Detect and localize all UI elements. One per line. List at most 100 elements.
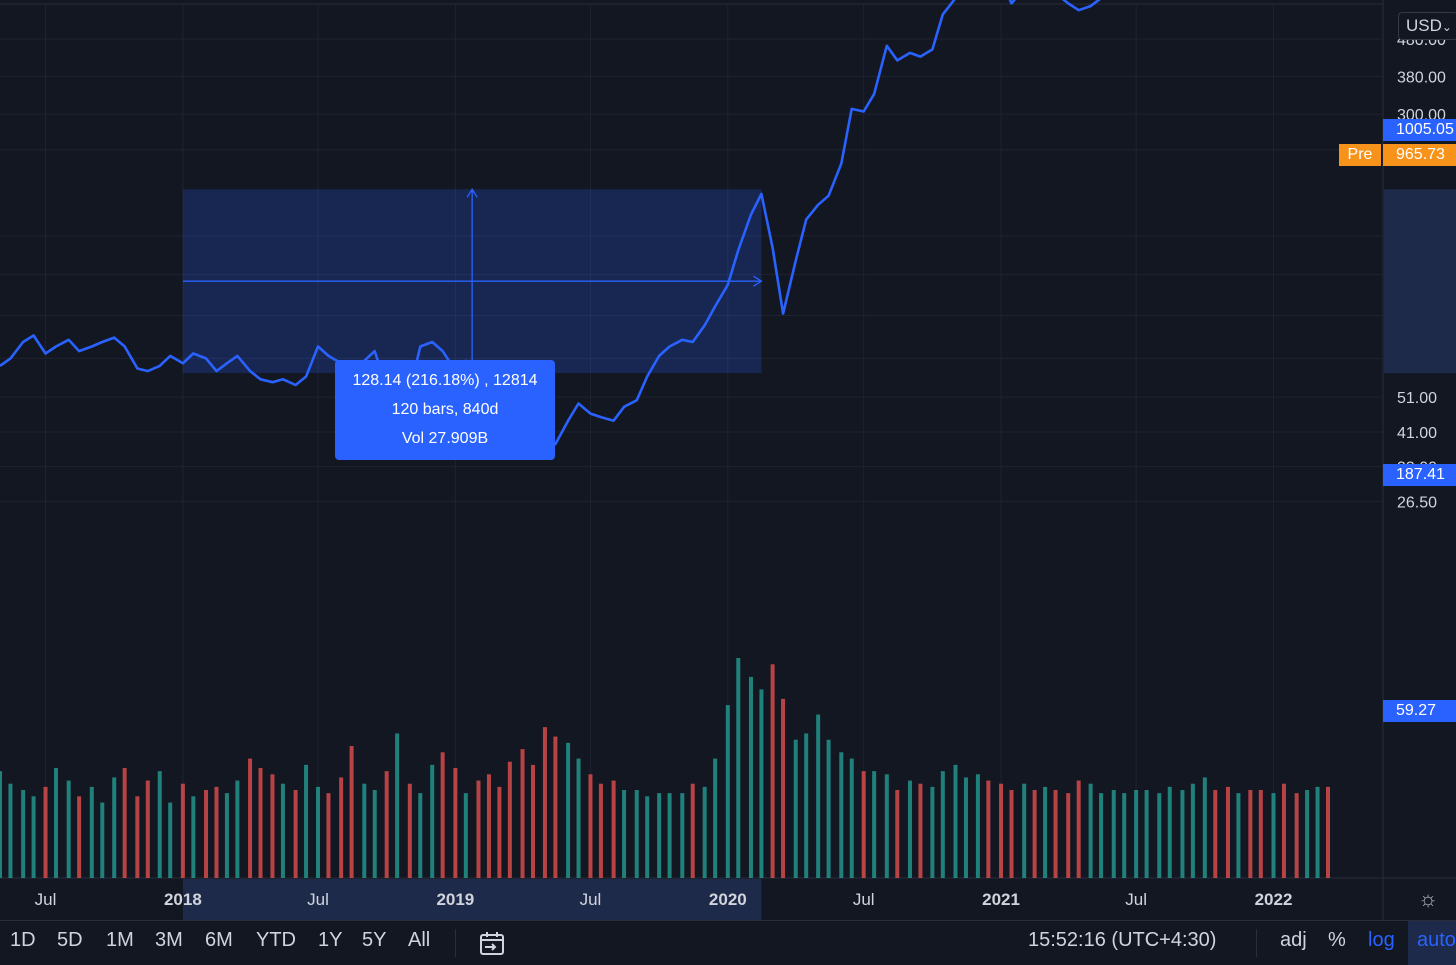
- measure-low-tag: 59.27: [1383, 700, 1456, 722]
- range-6m-button[interactable]: 6M: [205, 929, 233, 951]
- volume-bar: [690, 783, 695, 878]
- volume-bar: [598, 783, 603, 878]
- volume-bar: [986, 780, 991, 878]
- volume-bar: [1066, 793, 1071, 878]
- volume-bar: [645, 796, 650, 878]
- volume-bar: [1190, 783, 1195, 878]
- volume-bar: [1281, 783, 1286, 878]
- volume-bar: [839, 752, 844, 878]
- volume-bar: [157, 771, 162, 878]
- volume-bar: [999, 783, 1004, 878]
- volume-bar: [1032, 790, 1037, 878]
- volume-bar: [1248, 790, 1253, 878]
- volume-bar: [180, 783, 185, 878]
- range-3m-button[interactable]: 3M: [155, 929, 183, 951]
- price-chart[interactable]: 1800.001400.001100.00800.00640.00480.003…: [0, 0, 1456, 920]
- volume-bar: [770, 664, 775, 878]
- volume-bar: [430, 764, 435, 878]
- range-1y-button[interactable]: 1Y: [318, 929, 343, 951]
- price-axis-highlight: [1384, 189, 1456, 374]
- measure-bars: 120 bars, 840d: [391, 401, 499, 418]
- volume-bar: [407, 783, 412, 878]
- measure-high-tag: 187.41: [1383, 464, 1456, 486]
- volume-bar: [89, 786, 94, 878]
- adjust-toggle[interactable]: adj: [1280, 929, 1307, 951]
- volume-bar: [907, 780, 912, 878]
- volume-bar: [145, 780, 150, 878]
- volume-bar: [953, 764, 958, 878]
- last-price-tag: 1005.05: [1383, 119, 1456, 141]
- volume-bar: [667, 793, 672, 878]
- volume-bar: [553, 736, 558, 878]
- calendar-goto-icon[interactable]: [478, 931, 506, 957]
- measure-vertical-arrowhead: [466, 188, 478, 198]
- range-ytd-button[interactable]: YTD: [256, 929, 296, 951]
- volume-bar: [1271, 793, 1276, 878]
- volume-bar: [1294, 793, 1299, 878]
- auto-scale-toggle[interactable]: auto: [1408, 921, 1456, 965]
- measure-change: 128.14 (216.18%) , 12814: [352, 372, 538, 389]
- volume-bar: [1076, 780, 1081, 878]
- volume-bar: [8, 783, 13, 878]
- y-tick-label: 51.00: [1397, 390, 1437, 407]
- volume-bar: [713, 758, 718, 878]
- volume-bar: [895, 790, 900, 878]
- volume-bar: [1157, 793, 1162, 878]
- range-5d-button[interactable]: 5D: [57, 929, 83, 951]
- toolbar-divider: [455, 929, 456, 957]
- y-tick-label: 640.00: [1397, 0, 1446, 3]
- range-all-button[interactable]: All: [408, 929, 431, 951]
- range-5y-button[interactable]: 5Y: [362, 929, 387, 951]
- volume-bar: [702, 786, 707, 878]
- x-tick-label: Jul: [580, 890, 602, 909]
- volume-bar: [872, 771, 877, 878]
- volume-bar: [280, 783, 285, 878]
- volume-bar: [214, 786, 219, 878]
- volume-bar: [1053, 790, 1058, 878]
- measure-volume: Vol 27.909B: [401, 430, 489, 447]
- volume-bar: [112, 777, 117, 878]
- volume-bar: [793, 739, 798, 878]
- volume-bar: [680, 793, 685, 878]
- percent-toggle[interactable]: %: [1328, 929, 1346, 951]
- volume-bar: [861, 771, 866, 878]
- volume-bar: [530, 764, 535, 878]
- chart-area[interactable]: 1800.001400.001100.00800.00640.00480.003…: [0, 0, 1456, 920]
- clock-display: 15:52:16 (UTC+4:30): [1028, 929, 1217, 951]
- range-1m-button[interactable]: 1M: [106, 929, 134, 951]
- toolbar-divider: [1256, 929, 1257, 957]
- currency-selector[interactable]: USD⌄: [1398, 12, 1456, 40]
- volume-bar: [43, 786, 48, 878]
- volume-bar: [191, 796, 196, 878]
- log-toggle[interactable]: log: [1368, 929, 1395, 951]
- volume-bar: [235, 780, 240, 878]
- volume-bar: [122, 768, 127, 878]
- volume-bar: [1258, 790, 1263, 878]
- volume-bar: [1213, 790, 1218, 878]
- gear-icon[interactable]: ☼: [1418, 886, 1439, 911]
- volume-bar: [135, 796, 140, 878]
- x-tick-label: 2018: [164, 890, 202, 909]
- volume-bar: [542, 727, 547, 878]
- volume-bar: [497, 786, 502, 878]
- volume-bar: [918, 783, 923, 878]
- pre-market-price-tag: 965.73: [1383, 144, 1456, 166]
- volume-bar: [826, 739, 831, 878]
- measure-tooltip: 128.14 (216.18%) , 12814 120 bars, 840d …: [335, 360, 555, 460]
- volume-bar: [326, 793, 331, 878]
- volume-bar: [31, 796, 36, 878]
- volume-bar: [258, 768, 263, 878]
- volume-bar: [21, 790, 26, 878]
- x-tick-label: 2019: [436, 890, 474, 909]
- volume-bar: [293, 790, 298, 878]
- range-1d-button[interactable]: 1D: [10, 929, 36, 951]
- volume-bar: [100, 802, 105, 878]
- volume-bar: [1144, 790, 1149, 878]
- volume-bar: [418, 793, 423, 878]
- volume-bar: [463, 793, 468, 878]
- x-tick-label: Jul: [35, 890, 57, 909]
- volume-bar: [748, 676, 753, 878]
- volume-bar: [940, 771, 945, 878]
- volume-bar: [486, 774, 491, 878]
- volume-bar: [849, 758, 854, 878]
